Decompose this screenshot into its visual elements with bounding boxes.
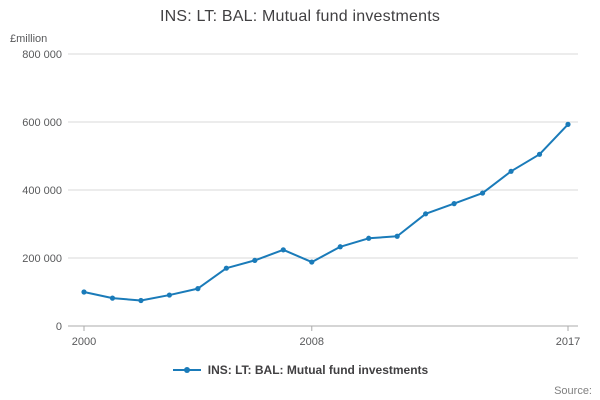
- data-point: [223, 265, 229, 271]
- data-point: [423, 211, 429, 217]
- chart-title: INS: LT: BAL: Mutual fund investments: [159, 8, 441, 25]
- data-point: [280, 247, 286, 253]
- data-point: [309, 259, 315, 265]
- x-tick-label: 2017: [556, 336, 580, 348]
- data-point: [536, 151, 543, 157]
- data-point: [252, 257, 258, 263]
- data-point: [366, 235, 372, 241]
- data-point: [394, 233, 400, 239]
- y-axis-unit-label: £million: [10, 33, 48, 45]
- y-tick-label: 800 000: [22, 49, 62, 61]
- data-point: [508, 168, 514, 174]
- data-point: [166, 292, 173, 298]
- y-tick-label: 600 000: [22, 117, 62, 129]
- x-tick-label: 2008: [300, 336, 324, 348]
- data-point: [479, 190, 486, 196]
- data-point: [109, 295, 116, 301]
- data-point: [451, 201, 457, 207]
- data-point: [565, 121, 571, 127]
- data-point: [138, 297, 144, 304]
- y-tick-label: 0: [56, 321, 62, 333]
- source-label: Source:: [554, 385, 592, 397]
- y-tick-label: 200 000: [22, 253, 62, 265]
- line-chart-plot: 0 200 000 400 000 600 000 800 000 2000 2008 201…: [22, 49, 580, 348]
- x-tick-label: 2000: [72, 336, 96, 348]
- data-point: [195, 286, 201, 292]
- legend-label: INS: LT: BAL: Mutual fund investments: [207, 363, 429, 377]
- data-point: [337, 244, 343, 250]
- data-line: [83, 123, 569, 302]
- legend-dot: [183, 367, 190, 373]
- chart-legend: INS: LT: BAL: Mutual fund investments: [0, 363, 600, 377]
- y-tick-label: 400 000: [22, 185, 62, 197]
- data-point: [81, 289, 87, 295]
- legend-line-icon: [172, 367, 201, 373]
